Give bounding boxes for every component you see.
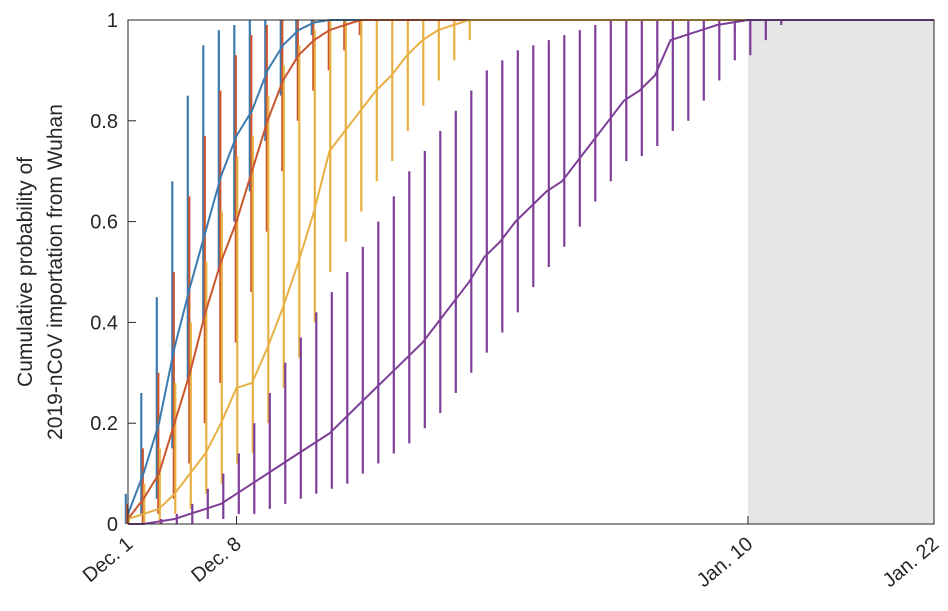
errorbars-layer	[124, 20, 783, 524]
y-tick-label: 0.6	[90, 212, 118, 234]
plot-frame	[127, 19, 935, 525]
x-tick-label: Dec. 8	[187, 533, 245, 587]
y-tick-label: 0	[107, 514, 118, 536]
y-tick-label: 1	[107, 10, 118, 32]
y-tick-label: 0.8	[90, 111, 118, 133]
x-tick-label: Jan. 22	[879, 533, 943, 592]
y-axis-label-line1: Cumulative probability of	[14, 157, 37, 387]
y-axis-label-line2: 2019-nCoV importation from Wuhan	[44, 104, 67, 440]
y-tick-label: 0.4	[90, 312, 118, 334]
x-axis: Dec. 1 Dec. 8 Jan. 10 Jan. 22	[79, 516, 943, 592]
x-tick-label: Jan. 10	[693, 533, 757, 592]
y-tick-label: 0.2	[90, 413, 118, 435]
y-axis: 0 0.2 0.4 0.6 0.8 1	[90, 10, 136, 536]
x-tick-label: Dec. 1	[79, 533, 137, 587]
shaded-region	[748, 20, 934, 524]
